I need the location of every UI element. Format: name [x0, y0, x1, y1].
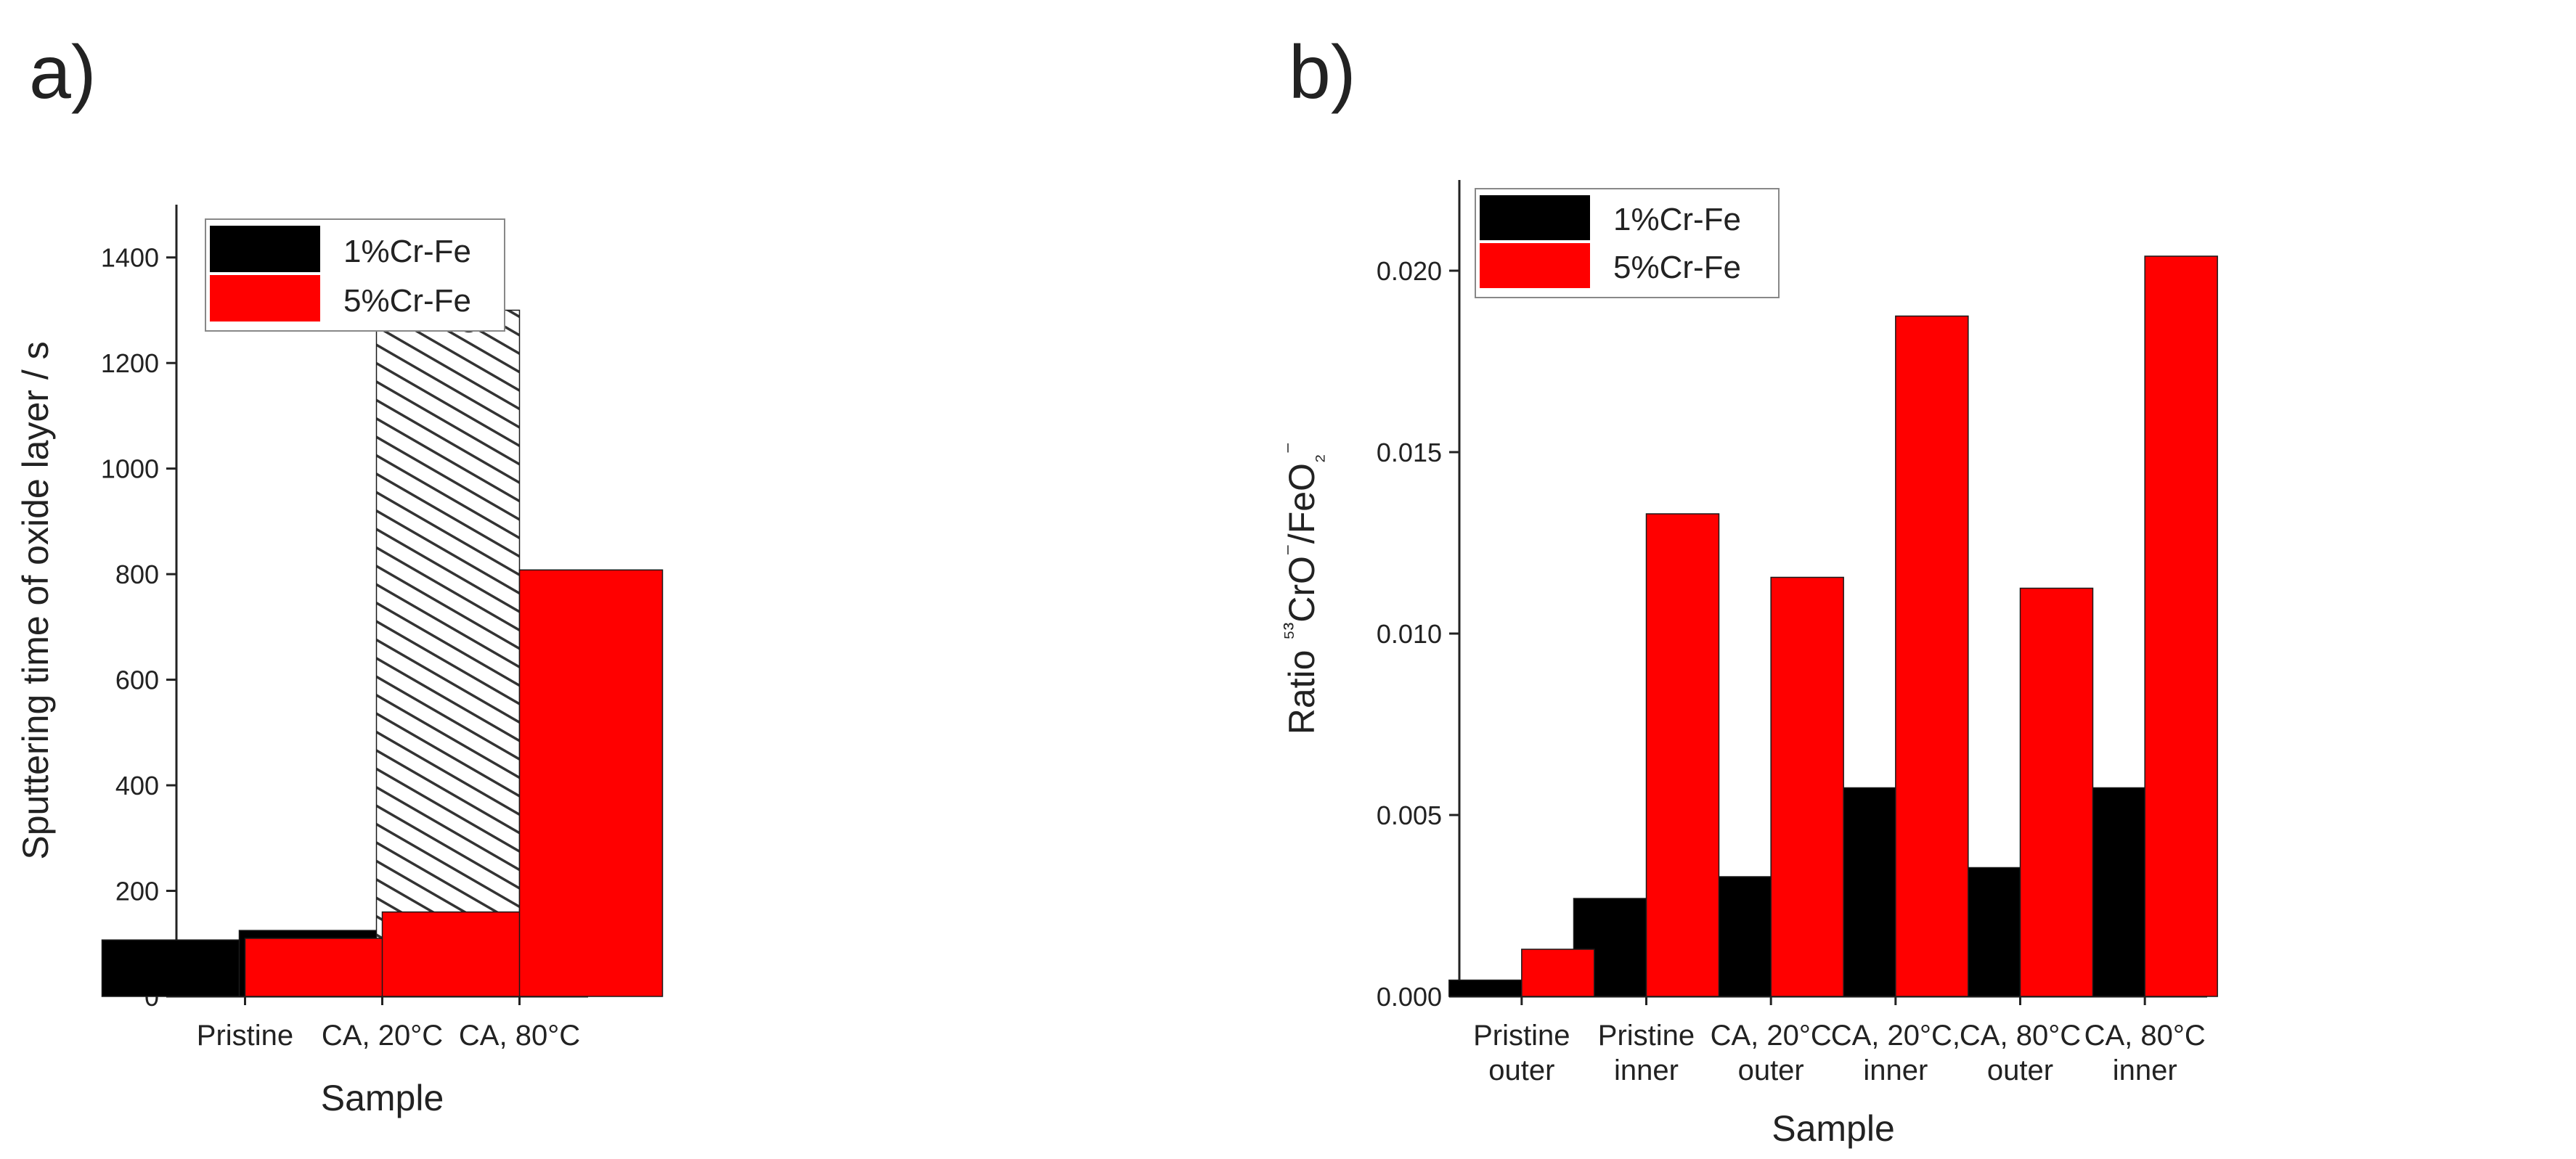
category-label: inner: [2113, 1054, 2177, 1086]
bar-5pct: [1895, 315, 1969, 997]
bar-1pct-hatched-break: [375, 309, 521, 997]
y-tick-label: 0.020: [1377, 256, 1442, 286]
category-label: CA, 80°C: [459, 1020, 580, 1052]
y-tick-label: 1000: [101, 454, 159, 484]
category-label: Pristine: [1598, 1020, 1695, 1052]
legend-swatch-5pct: [210, 275, 320, 322]
y-tick-label: 0.010: [1377, 619, 1442, 649]
y-axis-title: Sputtering time of oxide layer / s: [15, 341, 56, 859]
y-axis-title: Ratio ⁵³CrO⁻/FeO₂⁻: [1279, 442, 1328, 735]
legend-label-5pct: 5%Cr-Fe: [1613, 250, 1741, 285]
y-tick-label: 1400: [101, 243, 159, 273]
y-tick-label: 1200: [101, 348, 159, 378]
bar-5pct: [381, 911, 526, 997]
x-axis-title: Sample: [1772, 1108, 1895, 1149]
y-tick-label: 200: [115, 877, 159, 906]
chart-b: 0.0000.0050.0100.0150.020PristineouterPr…: [1279, 180, 2218, 1149]
legend-label-1pct: 1%Cr-Fe: [1613, 202, 1741, 237]
y-tick-label: 0.005: [1377, 800, 1442, 830]
category-label: outer: [1738, 1054, 1804, 1086]
category-label: inner: [1614, 1054, 1679, 1086]
category-label: Pristine: [197, 1020, 293, 1052]
category-label: CA, 20°C,: [1831, 1020, 1960, 1052]
y-tick-label: 0.015: [1377, 438, 1442, 467]
category-label: inner: [1863, 1054, 1928, 1086]
category-label: Pristine: [1473, 1020, 1570, 1052]
y-tick-label: 600: [115, 665, 159, 695]
category-label: CA, 80°C: [2084, 1020, 2206, 1052]
legend-swatch-1pct: [210, 226, 320, 272]
bar-5pct: [2144, 255, 2218, 997]
bar-1pct: [101, 939, 246, 997]
panel-b-label: b): [1289, 30, 1356, 115]
category-label: CA, 20°C: [322, 1020, 443, 1052]
bar-1pct: [1448, 979, 1523, 997]
category-label: CA, 20°C: [1711, 1020, 1832, 1052]
y-tick-label: 0.000: [1377, 982, 1442, 1012]
panel-a-label: a): [29, 30, 96, 115]
legend-swatch-5pct: [1480, 243, 1590, 288]
x-axis-title: Sample: [321, 1078, 444, 1118]
category-label: outer: [1488, 1054, 1554, 1086]
bar-5pct: [1521, 949, 1595, 997]
legend-swatch-1pct: [1480, 195, 1590, 240]
y-tick-label: 800: [115, 560, 159, 589]
bar-5pct: [1770, 576, 1844, 997]
bar-5pct: [1645, 513, 1720, 997]
category-label: CA, 80°C: [1960, 1020, 2081, 1052]
bar-5pct: [2019, 587, 2094, 997]
legend-label-5pct: 5%Cr-Fe: [343, 283, 471, 319]
category-label: outer: [1987, 1054, 2053, 1086]
bar-5pct: [518, 569, 664, 997]
bar-5pct: [244, 938, 389, 997]
y-tick-label: 400: [115, 771, 159, 800]
legend-label-1pct: 1%Cr-Fe: [343, 234, 471, 269]
